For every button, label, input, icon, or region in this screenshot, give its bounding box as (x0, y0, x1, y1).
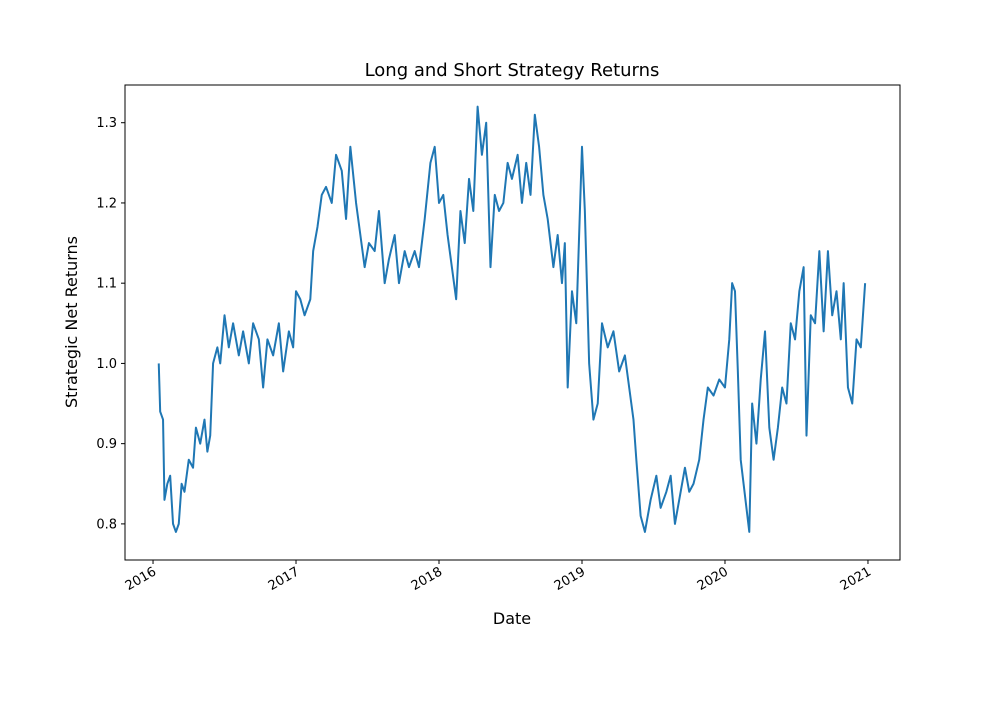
y-tick-label: 1.0 (96, 357, 117, 372)
y-tick-label: 1.3 (96, 116, 117, 131)
y-tick-label: 0.8 (96, 517, 117, 532)
data-line (157, 105, 867, 533)
x-axis-label: Date (493, 609, 531, 628)
y-tick-label: 1.2 (96, 196, 117, 211)
y-tick-label: 1.1 (96, 277, 117, 292)
y-tick-label: 0.9 (96, 437, 117, 452)
y-axis-label: Strategic Net Returns (62, 236, 81, 408)
chart-title: Long and Short Strategy Returns (365, 60, 660, 81)
axes-frame (124, 84, 901, 561)
